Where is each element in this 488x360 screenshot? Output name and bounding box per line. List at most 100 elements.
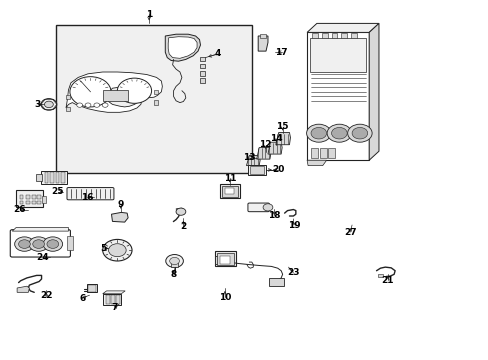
Text: 11: 11 (223, 174, 236, 183)
Bar (88, 285, 96, 292)
Bar (321, 33, 327, 38)
Circle shape (44, 101, 53, 108)
Bar (200, 64, 205, 68)
Bar (65, 107, 70, 111)
Text: 26: 26 (13, 205, 26, 214)
Text: 13: 13 (243, 153, 255, 162)
Bar (56, 25, 251, 173)
Bar (311, 148, 318, 158)
Text: 19: 19 (287, 220, 300, 230)
Bar (249, 166, 264, 174)
Bar (311, 33, 317, 38)
Bar (102, 90, 128, 101)
Bar (67, 236, 73, 250)
Bar (87, 284, 97, 292)
Circle shape (43, 237, 62, 251)
Bar (319, 148, 326, 158)
Polygon shape (12, 228, 68, 231)
Circle shape (19, 240, 30, 248)
Bar (111, 295, 115, 304)
Circle shape (70, 77, 111, 107)
Circle shape (85, 103, 91, 107)
Bar (65, 95, 70, 99)
Polygon shape (176, 208, 184, 214)
Bar (20, 201, 23, 204)
Bar (36, 174, 41, 181)
Polygon shape (267, 142, 282, 154)
Polygon shape (17, 286, 29, 292)
Circle shape (176, 208, 185, 215)
Bar (26, 201, 30, 204)
Text: 10: 10 (218, 292, 231, 302)
Circle shape (108, 244, 126, 257)
Circle shape (310, 127, 326, 139)
Bar (61, 172, 64, 183)
Bar (200, 71, 205, 76)
Circle shape (15, 237, 34, 251)
Bar (377, 274, 383, 277)
Bar (171, 262, 178, 267)
Bar (20, 195, 23, 199)
Circle shape (77, 103, 82, 107)
Polygon shape (275, 132, 290, 145)
Bar (260, 34, 265, 38)
Bar (41, 196, 46, 203)
Bar (16, 190, 42, 207)
Bar (56, 172, 59, 183)
Polygon shape (306, 160, 326, 166)
Bar (32, 195, 36, 199)
Polygon shape (368, 23, 378, 160)
Text: 22: 22 (40, 292, 53, 300)
Text: 27: 27 (343, 228, 356, 237)
Bar (215, 256, 227, 264)
Bar (309, 38, 366, 72)
FancyBboxPatch shape (10, 230, 70, 257)
Text: 24: 24 (37, 253, 49, 262)
Bar (153, 90, 158, 94)
Polygon shape (66, 72, 162, 112)
Polygon shape (168, 37, 197, 58)
Circle shape (165, 255, 183, 267)
Bar (45, 172, 48, 183)
Bar (224, 188, 233, 194)
Polygon shape (258, 36, 267, 51)
Bar (153, 100, 158, 105)
Circle shape (263, 204, 272, 211)
Text: 1: 1 (146, 10, 152, 19)
Bar (341, 33, 346, 38)
Bar (350, 33, 356, 38)
Text: 7: 7 (111, 303, 118, 312)
Bar (217, 253, 233, 265)
Polygon shape (111, 212, 128, 222)
Text: 25: 25 (51, 187, 64, 196)
Circle shape (117, 78, 151, 103)
Bar (50, 172, 54, 183)
Bar (116, 295, 120, 304)
Circle shape (47, 240, 59, 248)
Bar (32, 201, 36, 204)
Bar (37, 201, 41, 204)
Text: 17: 17 (275, 48, 287, 57)
Bar (200, 57, 205, 61)
Polygon shape (246, 156, 260, 166)
Text: 16: 16 (81, 193, 93, 202)
Circle shape (94, 103, 100, 107)
Circle shape (33, 240, 44, 248)
Bar (331, 33, 337, 38)
Circle shape (351, 127, 367, 139)
Bar (102, 294, 121, 305)
Text: 9: 9 (117, 200, 124, 209)
Circle shape (41, 99, 57, 110)
Text: 23: 23 (286, 269, 299, 277)
Polygon shape (256, 148, 270, 159)
Text: 21: 21 (381, 276, 393, 284)
Text: 3: 3 (35, 100, 41, 109)
Text: 6: 6 (79, 294, 85, 302)
Text: 2: 2 (180, 222, 186, 231)
Circle shape (326, 124, 351, 142)
Bar (219, 256, 230, 264)
Text: 20: 20 (272, 165, 285, 174)
Text: 5: 5 (101, 244, 106, 253)
Circle shape (331, 127, 346, 139)
Bar (41, 171, 67, 184)
